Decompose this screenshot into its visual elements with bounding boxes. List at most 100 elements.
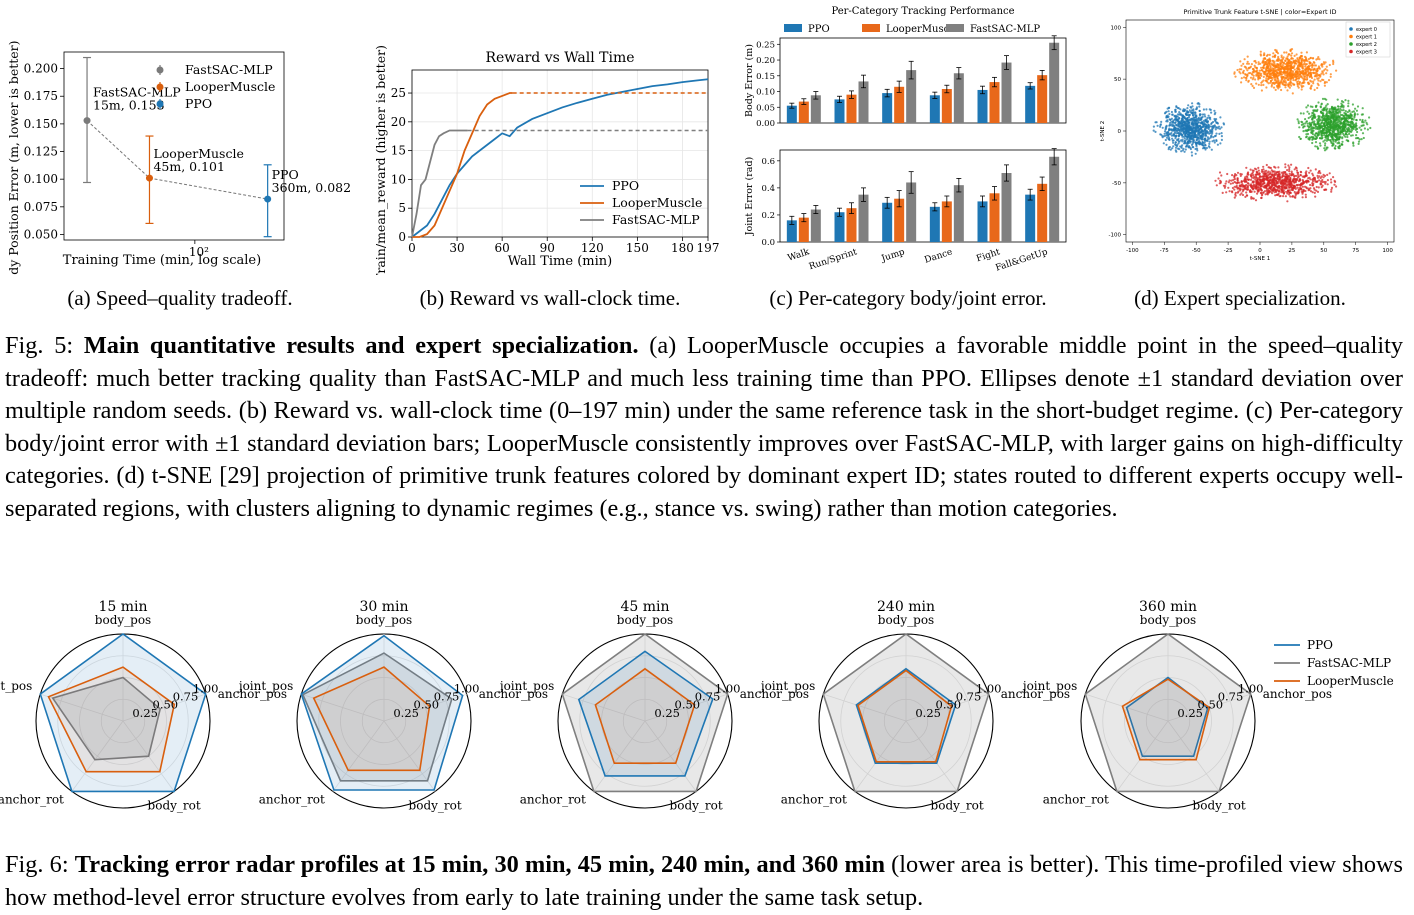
data-point: [1300, 82, 1304, 85]
data-point: [1324, 120, 1327, 123]
data-point: [1321, 65, 1324, 68]
data-point: [1262, 191, 1265, 194]
data-point: [1288, 76, 1291, 79]
data-point: [1202, 108, 1205, 111]
data-point: [1283, 51, 1286, 54]
data-point: [1234, 193, 1237, 196]
data-point: [1341, 137, 1344, 140]
data-point: [1284, 86, 1287, 89]
data-point: [1179, 139, 1183, 142]
bar: [846, 94, 857, 123]
data-point: [1192, 134, 1195, 137]
bar: [989, 193, 1000, 242]
data-point: [1286, 72, 1289, 75]
data-point: [1317, 65, 1320, 68]
data-point: [1278, 173, 1281, 176]
x-tick-label: 150: [626, 241, 649, 255]
data-point: [1252, 177, 1255, 180]
radar-polygon-FastSAC-MLP: [1084, 633, 1252, 793]
radar-rtick-label: 0.50: [675, 698, 701, 712]
data-point: [1314, 64, 1318, 67]
data-point: [1304, 193, 1307, 196]
data-point: [1299, 137, 1302, 140]
data-point: [1316, 82, 1319, 85]
data-point: [1184, 148, 1187, 151]
data-point: [1177, 107, 1180, 110]
data-point: [1309, 87, 1312, 90]
data-point: [1262, 168, 1265, 171]
bar: [834, 212, 845, 242]
data-point: [1317, 117, 1320, 120]
data-point: [1300, 85, 1303, 89]
bar: [786, 220, 797, 242]
data-point: [1187, 104, 1190, 107]
data-point: [1194, 115, 1197, 118]
data-point: [1299, 179, 1302, 182]
data-point: [1262, 179, 1265, 182]
bar: [1037, 75, 1048, 123]
data-point: [1294, 187, 1297, 190]
data-point: [1281, 73, 1284, 76]
data-point: [1263, 53, 1266, 57]
data-point: [1330, 120, 1333, 123]
radar-subplot: 30 min 0.250.500.751.00 body_pos anchor_pos…: [237, 599, 548, 812]
data-point: [1350, 127, 1353, 130]
data-point: [1182, 116, 1185, 119]
bar: [906, 182, 917, 242]
data-point: [1340, 102, 1343, 105]
data-point: [1260, 89, 1263, 92]
data-point: [1225, 180, 1228, 183]
data-point: [1172, 141, 1175, 144]
radar-rtick-label: 0.50: [414, 698, 440, 712]
data-point: [1257, 83, 1260, 86]
data-point: [1325, 81, 1328, 84]
y-tick-label: 0.150: [24, 117, 58, 131]
data-point: [1277, 55, 1280, 59]
radar-title: 30 min: [359, 599, 408, 615]
data-point: [1186, 122, 1189, 126]
data-point: [1233, 185, 1236, 188]
data-point: [1346, 129, 1349, 132]
data-point: [1292, 78, 1295, 82]
cluster-expert-2: [1296, 97, 1372, 152]
plot-frame: [779, 149, 1067, 243]
data-point: [1281, 64, 1284, 67]
data-point: [1315, 189, 1318, 192]
data-point: [1293, 196, 1296, 199]
data-point: [1263, 182, 1266, 185]
legend-marker: [1349, 27, 1353, 31]
data-point: [1246, 60, 1249, 63]
data-point: [1335, 127, 1338, 131]
data-point: [1258, 69, 1261, 72]
data-point: [1171, 139, 1174, 142]
data-point: [1207, 145, 1210, 148]
data-point: [1268, 61, 1271, 64]
data-point: [1303, 55, 1307, 58]
data-point: [1258, 76, 1261, 79]
data-point: [1227, 186, 1230, 189]
data-point: [1312, 123, 1315, 126]
x-tick-label: -75: [1160, 248, 1169, 254]
data-point: [1284, 175, 1287, 178]
fig6-caption: Fig. 6: Tracking error radar profiles at…: [5, 849, 1403, 914]
data-point: [1289, 61, 1292, 64]
data-point: [1291, 76, 1295, 79]
data-point: [1314, 127, 1317, 130]
data-point: [1339, 133, 1342, 136]
data-point: [1173, 125, 1176, 128]
data-point: [1311, 57, 1314, 60]
radar-axis-label: body_pos: [617, 613, 673, 627]
data-point: [1265, 77, 1268, 80]
series-line: [411, 129, 468, 238]
data-point: [1204, 132, 1207, 136]
data-point: [1311, 131, 1314, 134]
data-point: [1344, 125, 1347, 128]
data-point: [1298, 126, 1301, 129]
data-point: [1269, 166, 1272, 170]
data-point: [1187, 129, 1190, 132]
data-point: [1351, 134, 1354, 137]
data-point: [1338, 145, 1341, 148]
fig5-caption-text: (a) LooperMuscle occupies a favorable mi…: [5, 332, 1403, 522]
data-point: [1287, 66, 1290, 69]
bar: [1001, 62, 1012, 123]
